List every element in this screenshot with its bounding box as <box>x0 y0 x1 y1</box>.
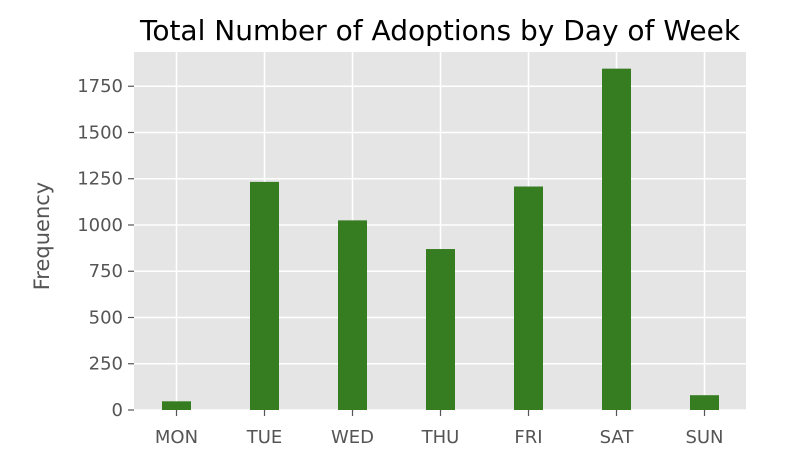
bar-sat <box>602 68 631 411</box>
x-tick-label: FRI <box>514 427 542 448</box>
bar-wed <box>338 220 367 410</box>
bar-sun <box>690 395 719 410</box>
bars <box>162 68 719 411</box>
x-tick-label: TUE <box>246 427 283 448</box>
y-axis-label: Frequency <box>30 182 54 291</box>
y-tick-label: 750 <box>89 261 123 282</box>
y-tick-label: 1250 <box>77 169 123 190</box>
y-tick-label: 1750 <box>77 76 123 97</box>
x-tick-label: MON <box>155 427 198 448</box>
y-tick-label: 1500 <box>77 122 123 143</box>
chart-title: Total Number of Adoptions by Day of Week <box>139 14 741 47</box>
bar-tue <box>250 181 279 410</box>
x-axis: MON TUE WED THU FRI SAT SUN <box>155 410 724 448</box>
y-tick-label: 1000 <box>77 215 123 236</box>
y-axis: 0 250 500 750 1000 1250 1500 1750 <box>77 76 134 421</box>
x-tick-label: THU <box>421 427 460 448</box>
x-tick-label: WED <box>331 427 374 448</box>
bar-thu <box>426 249 455 410</box>
x-tick-label: SUN <box>685 427 723 448</box>
x-tick-label: SAT <box>600 427 635 448</box>
bar-fri <box>514 186 543 410</box>
bar-mon <box>162 401 191 410</box>
y-tick-label: 250 <box>89 354 123 375</box>
y-tick-label: 0 <box>112 400 123 421</box>
y-tick-label: 500 <box>89 307 123 328</box>
